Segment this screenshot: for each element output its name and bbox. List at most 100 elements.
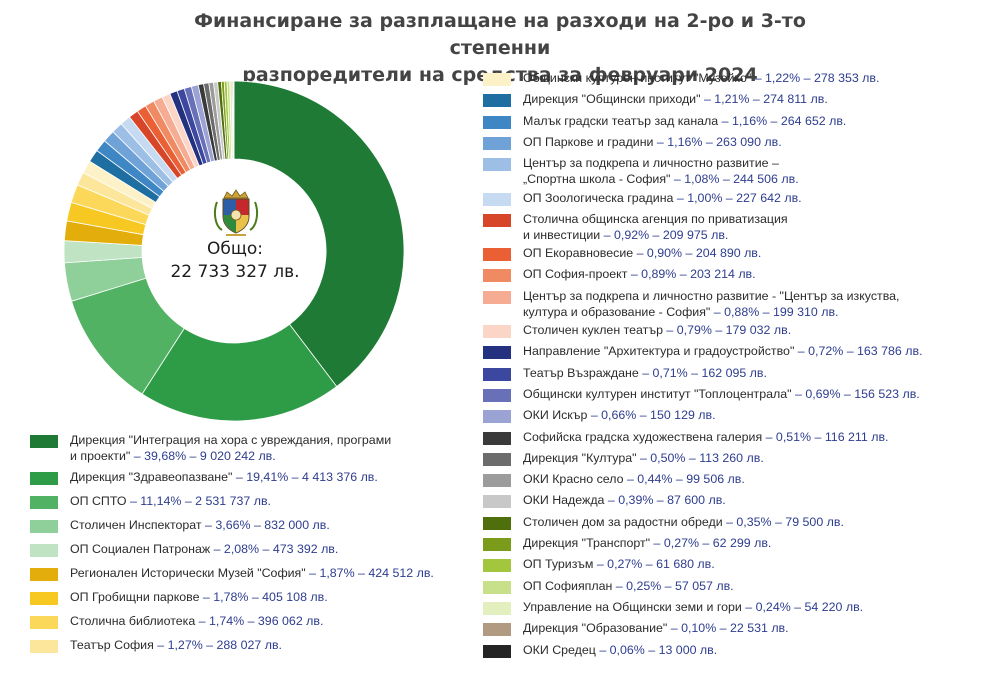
legend-value: – 1,27% – 288 027 лв. [153,638,282,652]
legend-label-line: Регионален Исторически Музей "София" [70,566,306,580]
donut-center-label: Общо: 22 733 327 лв. [160,238,310,284]
donut-slice-1 [233,80,405,388]
legend-value: – 1,16% – 264 652 лв. [718,113,847,128]
legend-label-line: Общински културен институт "Музейко" [523,71,752,85]
legend-label: Дирекция "Здравеопазване" – 19,41% – 4 4… [70,469,378,485]
legend-swatch [30,592,58,605]
legend-label: Театър София – 1,27% – 288 027 лв. [70,637,282,653]
legend-label-line: Общински културен институт "Топлоцентрал… [523,386,792,401]
legend-value: – 0,35% – 79 500 лв. [722,514,844,529]
legend-value: – 0,66% – 150 129 лв. [587,408,716,423]
legend-item: Театър Възраждане – 0,71% – 162 095 лв. [483,365,767,381]
legend-label: ОП СПТО – 11,14% – 2 531 737 лв. [70,493,271,509]
legend-label-line: Дирекция "Култура" [523,450,637,465]
legend-item: Дирекция "Общински приходи" – 1,21% – 27… [483,91,828,108]
legend-label: Столична общинска агенция по приватизаци… [523,211,788,243]
legend-label: ОП Гробищни паркове – 1,78% – 405 108 лв… [70,589,328,605]
legend-label-line: ОП СПТО [70,494,127,508]
legend-item: Столична общинска агенция по приватизаци… [483,211,788,243]
legend-value: – 1,00% – 227 642 лв. [673,190,802,205]
legend-item: ОКИ Красно село – 0,44% – 99 506 лв. [483,471,745,488]
legend-value: – 11,14% – 2 531 737 лв. [126,494,271,508]
legend-swatch [483,516,511,530]
legend-item: ОП Зоологическа градина – 1,00% – 227 64… [483,190,802,206]
legend-label-line: Управление на Общински земи и гори [523,599,742,614]
legend-label: ОП Социален Патронаж – 2,08% – 473 392 л… [70,541,338,557]
legend-label: Дирекция "Транспорт" – 0,27% – 62 299 лв… [523,535,771,551]
legend-label-line: ОП София-проект [523,267,628,282]
legend-swatch [483,346,511,360]
legend-label: Дирекция "Култура" – 0,50% – 113 260 лв. [523,450,764,466]
chart-title-line-1: Финансиране за разплащане на разходи на … [194,10,806,59]
legend-label-line: Направление "Архитектура и градоустройст… [523,344,795,359]
legend-swatch [483,388,511,402]
legend-label-line: ОКИ Надежда [523,493,605,508]
legend-value: – 0,79% – 179 032 лв. [662,323,792,337]
legend-swatch [30,640,58,653]
legend-value: – 0,69% – 156 523 лв. [791,386,920,401]
legend-value: – 39,68% – 9 020 242 лв. [130,449,276,463]
legend-item: Малък градски театър зад канала – 1,16% … [483,113,846,129]
legend-swatch [30,520,58,533]
legend-value: – 0,27% – 62 299 лв. [650,536,772,550]
legend-value: – 0,10% – 22 531 лв. [667,621,789,636]
legend-label: Център за подкрепа и личностно развитие … [523,155,799,187]
legend-item: ОП Туризъм – 0,27% – 61 680 лв. [483,556,715,573]
legend-value: – 1,08% – 244 506 лв. [670,172,799,187]
legend-label: Малък градски театър зад канала – 1,16% … [523,113,846,129]
legend-item: ОП Гробищни паркове – 1,78% – 405 108 лв… [30,589,328,605]
legend-value: – 0,71% – 162 095 лв. [638,365,767,380]
legend-item: Център за подкрепа и личностно развитие … [483,288,899,320]
legend-swatch [483,213,511,227]
legend-label-line: Център за подкрепа и личностно развитие … [523,288,900,303]
legend-swatch [30,616,58,629]
legend-swatch [483,248,511,262]
legend-value: – 3,66% – 832 000 лв. [201,518,330,532]
legend-label: Столичен дом за радостни обреди – 0,35% … [523,514,844,530]
legend-item: Регионален Исторически Музей "София" – 1… [30,565,434,581]
legend-swatch [30,472,58,485]
legend-label: Общински културен институт "Музейко" – 1… [523,70,879,86]
legend-label: ОКИ Средец – 0,06% – 13 000 лв. [523,642,717,658]
legend-label-line: ОП Зоологическа градина [523,190,674,205]
legend-label-line: Столичен Инспекторат [70,518,202,532]
legend-swatch [30,435,58,448]
legend-label-line: Дирекция "Интеграция на хора с увреждани… [70,433,392,447]
legend-swatch [483,580,511,594]
legend-item: Център за подкрепа и личностно развитие … [483,155,799,187]
sofia-coat-of-arms-icon [213,189,259,236]
legend-value: – 0,90% – 204 890 лв. [633,246,762,261]
legend-item: Направление "Архитектура и градоустройст… [483,343,923,360]
total-caption: Общо: [206,239,263,259]
legend-label: Регионален Исторически Музей "София" – 1… [70,565,434,581]
legend-label: ОКИ Красно село – 0,44% – 99 506 лв. [523,471,745,487]
legend-item: ОП Екоравновесие – 0,90% – 204 890 лв. [483,245,762,262]
legend-swatch [483,495,511,509]
total-value: 22 733 327 лв. [170,262,300,282]
legend-label: Столичен Инспекторат – 3,66% – 832 000 л… [70,517,330,533]
legend-value: – 0,88% – 199 310 лв. [710,304,839,319]
legend-value: – 1,22% – 278 353 лв. [751,71,880,85]
legend-value: – 0,24% – 54 220 лв. [741,599,864,614]
legend-item: Общински културен институт "Музейко" – 1… [483,70,879,86]
legend-swatch [30,568,58,581]
legend-label: Столична библиотека – 1,74% – 396 062 лв… [70,613,323,629]
donut-slice-2 [141,323,338,422]
legend-swatch [483,474,511,488]
legend-label: Дирекция "Образование" – 0,10% – 22 531 … [523,620,789,636]
legend-label-line: ОКИ Средец [523,642,596,657]
legend-swatch [483,559,511,573]
legend-value: – 0,89% – 203 214 лв. [627,267,756,282]
legend-label-line: култура и образование - София" [523,304,711,319]
legend-label-line: Дирекция "Здравеопазване" [70,470,233,484]
legend-label-line: Столична библиотека [70,614,196,628]
legend-label-line: ОП Туризъм [523,557,594,572]
legend-swatch [483,410,511,424]
legend-label-line: Дирекция "Образование" [523,621,668,636]
legend-value: – 2,08% – 473 392 лв. [210,542,339,556]
legend-value: – 1,74% – 396 062 лв. [195,614,324,628]
legend-swatch [483,601,511,615]
legend-label-line: „Спортна школа - София" [523,172,671,187]
legend-label-line: Театър Възраждане [523,365,639,380]
legend-label: ОП Туризъм – 0,27% – 61 680 лв. [523,556,715,572]
